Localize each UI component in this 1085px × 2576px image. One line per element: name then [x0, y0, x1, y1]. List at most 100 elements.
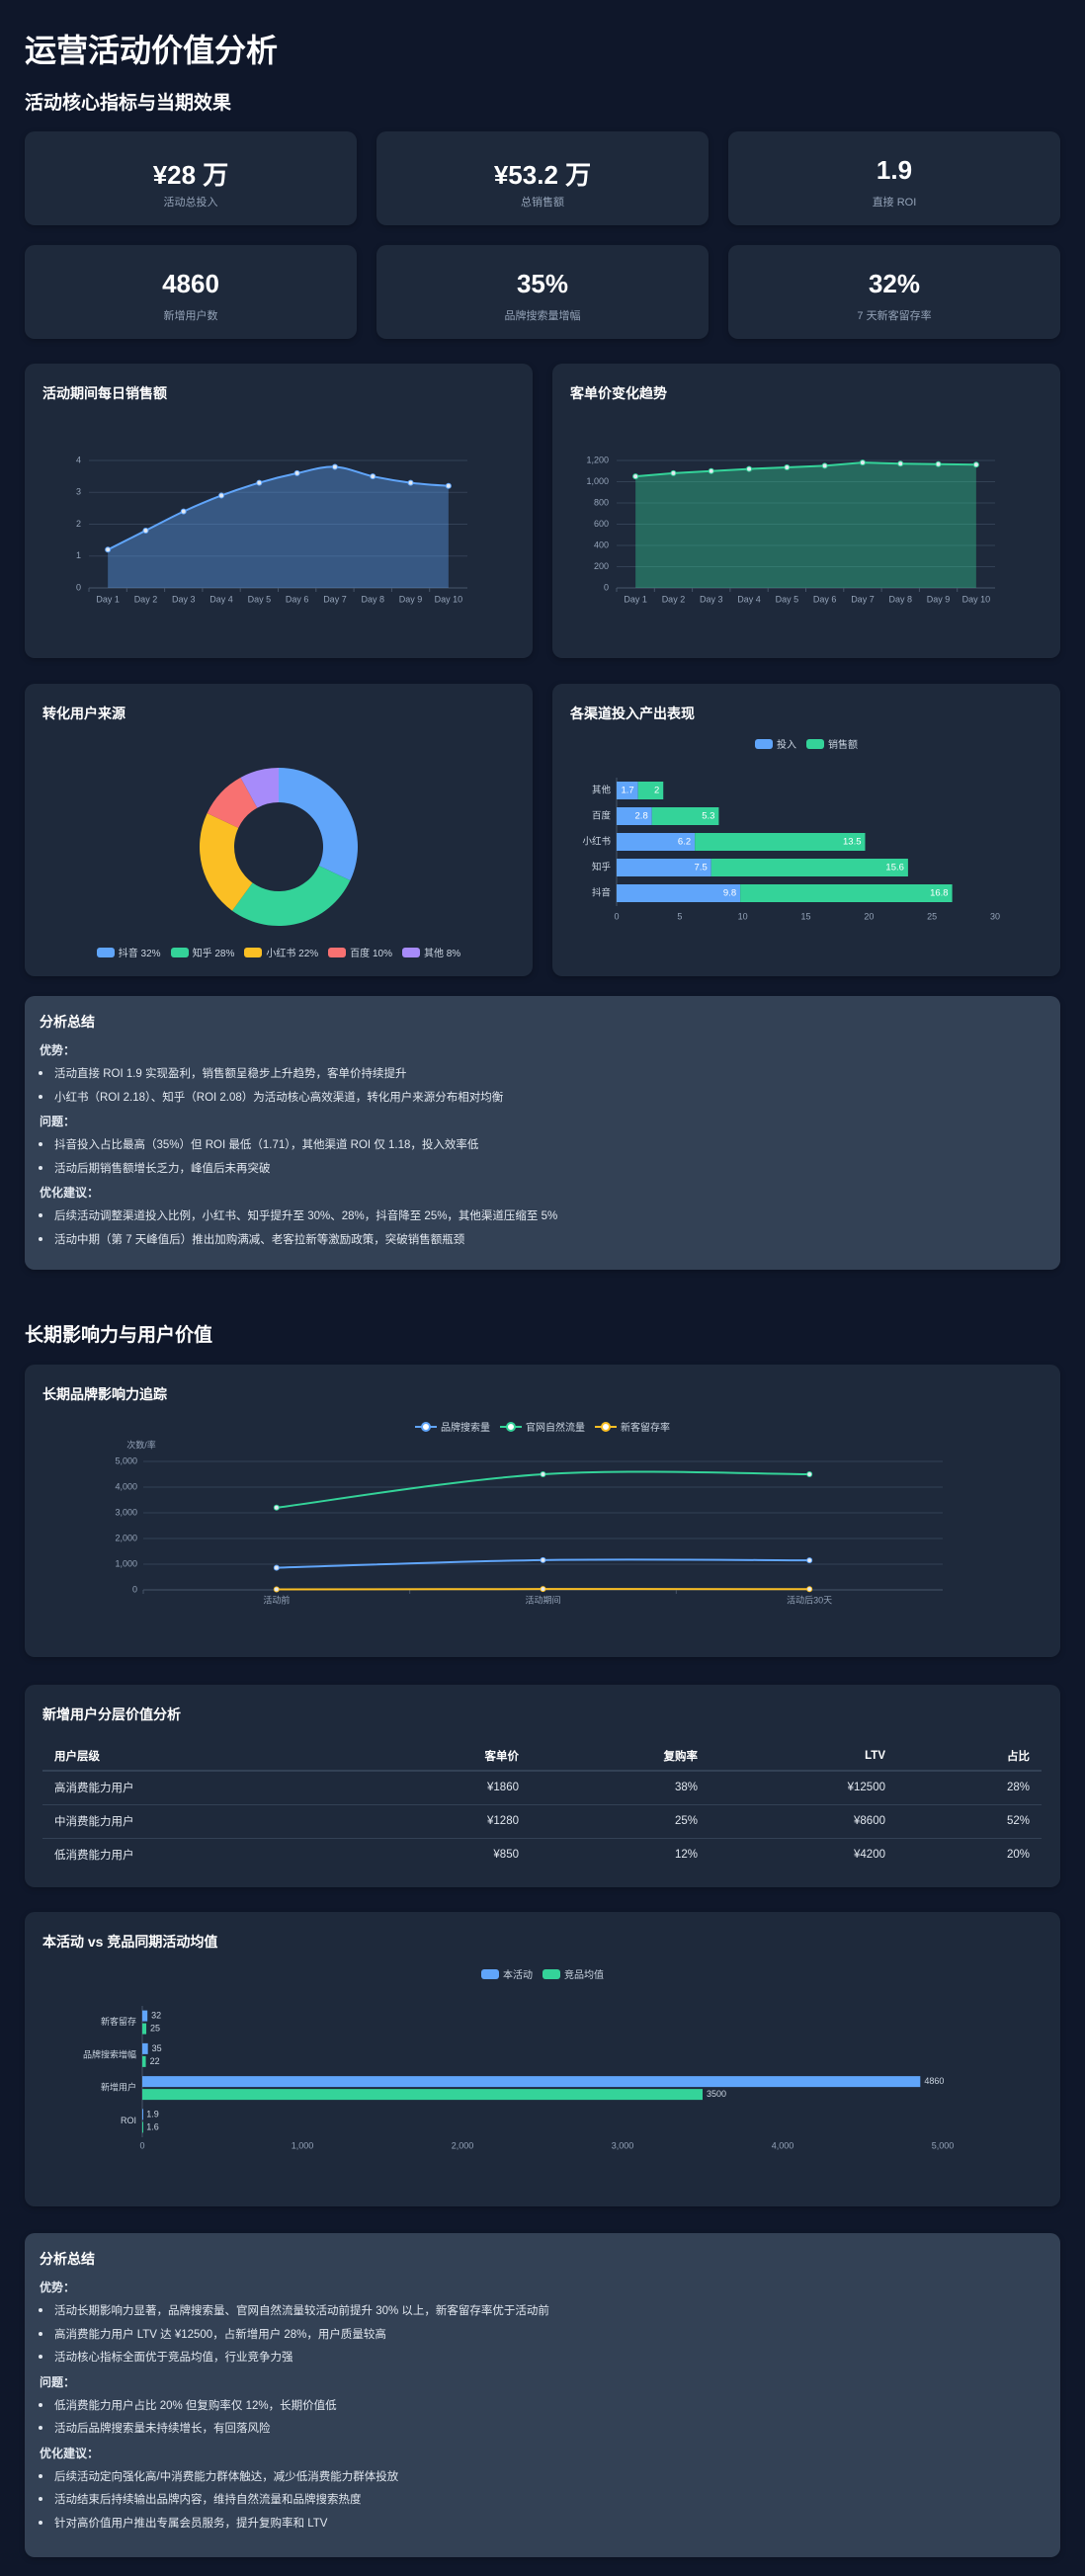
summary-bullet: 后续活动定向强化高/中消费能力群体触达，减少低消费能力群体投放 — [38, 2468, 398, 2484]
kpi-label: 7 天新客留存率 — [857, 310, 932, 322]
y-tick-label: 品牌搜索增幅 — [83, 2048, 136, 2059]
x-tick-label: Day 1 — [624, 594, 647, 604]
bar-value-label: 1.7 — [621, 786, 633, 796]
bar-value-label: 35 — [152, 2043, 162, 2053]
column-header[interactable]: 复购率 — [531, 1741, 709, 1772]
summary-bullet: 针对高价值用户推出专属会员服务，提升复购率和 LTV — [38, 2515, 327, 2531]
bar-value-label: 16.8 — [930, 888, 949, 899]
chart-legend: 抖音 32% 知乎 28% 小红书 22% 百度 10% 其他 8% — [25, 945, 533, 959]
kpi-card: ¥53.2 万总销售额 — [376, 131, 709, 225]
table-row[interactable]: 中消费能力用户 ¥1280 25% ¥8600 52% — [42, 1804, 1042, 1839]
legend-item[interactable]: 抖音 32% — [96, 945, 161, 959]
data-point — [708, 467, 714, 474]
bar-value-label: 1.9 — [146, 2109, 159, 2119]
data-point — [746, 465, 753, 472]
analysis-summary-1: 分析总结 优势： 活动直接 ROI 1.9 实现盈利，销售额呈稳步上升趋势，客单价持… — [25, 996, 1060, 1270]
table-cell: 25% — [531, 1804, 709, 1839]
kpi-label: 活动总投入 — [163, 197, 218, 208]
y-tick-label: 1,200 — [586, 455, 609, 464]
data-point — [273, 1564, 280, 1571]
y-tick-label: 新增用户 — [101, 2082, 136, 2093]
legend-item[interactable]: 竞品均值 — [542, 1966, 604, 1981]
bar-segment — [617, 782, 638, 799]
legend-item[interactable]: 百度 10% — [328, 945, 392, 959]
data-point — [256, 479, 263, 486]
column-header[interactable]: LTV — [709, 1741, 897, 1772]
bar-value-label: 3500 — [707, 2089, 726, 2099]
y-tick-label: 百度 — [592, 810, 612, 822]
x-tick-label: 2,000 — [452, 2140, 474, 2150]
legend-item[interactable]: 本活动 — [481, 1966, 533, 1981]
table-row[interactable]: 低消费能力用户 ¥850 12% ¥4200 20% — [42, 1838, 1042, 1871]
x-tick-label: Day 2 — [662, 594, 686, 604]
page-title: 运营活动价值分析 — [25, 33, 279, 68]
legend-label: 其他 8% — [423, 949, 461, 959]
summary-bullet: 活动后期销售额增长乏力，峰值后未再突破 — [39, 1160, 271, 1176]
column-header[interactable]: 用户层级 — [42, 1741, 376, 1772]
data-point — [540, 1556, 546, 1563]
legend-item[interactable]: 小红书 22% — [244, 945, 318, 959]
data-point — [806, 1557, 813, 1564]
legend-item[interactable]: 其他 8% — [401, 945, 461, 959]
chart-title: 客单价变化趋势 — [570, 385, 667, 401]
data-point — [897, 460, 904, 467]
long-term-line-chart: 次数/率 0 1,000 2,000 3,000 4,000 5,000 活动前 活动期间 活动后… — [115, 1439, 943, 1605]
legend-label: 投入 — [777, 740, 796, 751]
y-tick-label: 4,000 — [115, 1481, 137, 1491]
x-tick-label: Day 10 — [962, 594, 991, 604]
x-tick-label: 0 — [139, 2140, 144, 2150]
data-point — [806, 1471, 813, 1477]
data-point — [105, 546, 112, 553]
y-tick-label: 0 — [76, 582, 81, 592]
kpi-value: ¥28 万 — [152, 160, 229, 190]
table-cell: ¥12500 — [709, 1771, 897, 1805]
legend-swatch — [755, 738, 773, 749]
chart-title: 长期品牌影响力追踪 — [42, 1386, 167, 1402]
y-tick-label: 4 — [76, 455, 81, 464]
aov-trend-chart-card: 客单价变化趋势 0 200 400 600 800 1,000 1,200 Day 1 Day … — [552, 364, 1060, 658]
section-title-long-term: 长期影响力与用户价值 — [25, 1325, 213, 1346]
legend-label: 百度 10% — [350, 949, 392, 959]
x-tick-label: Day 5 — [776, 594, 799, 604]
data-point — [935, 460, 942, 467]
kpi-value: ¥53.2 万 — [493, 160, 592, 190]
column-header[interactable]: 客单价 — [376, 1741, 531, 1772]
summary-bullet: 小红书（ROI 2.18）、知乎（ROI 2.08）为活动核心高效渠道，转化用户… — [38, 1089, 503, 1105]
legend-label: 小红书 22% — [266, 949, 319, 959]
legend-item[interactable]: 品牌搜索量 — [415, 1419, 490, 1434]
kpi-value: 32% — [868, 269, 921, 298]
legend-item[interactable]: 投入 — [755, 736, 796, 751]
y-tick-label: 新客留存 — [101, 2016, 136, 2027]
x-tick-label: 3,000 — [612, 2140, 634, 2150]
legend-swatch — [244, 947, 263, 957]
legend-item[interactable]: 知乎 28% — [170, 945, 234, 959]
kpi-label: 新增用户数 — [163, 310, 218, 322]
data-point — [273, 1586, 280, 1593]
summary-bullet: 活动长期影响力显著，品牌搜索量、官网自然流量较活动前提升 30% 以上，新客留存… — [39, 2302, 549, 2318]
legend-item[interactable]: 新客留存率 — [595, 1419, 670, 1434]
table-row[interactable]: 高消费能力用户 ¥1860 38% ¥12500 28% — [42, 1771, 1042, 1805]
data-point — [142, 527, 149, 534]
x-tick-label: Day 6 — [286, 594, 309, 604]
summary-bullet: 后续活动调整渠道投入比例，小红书、知乎提升至 30%、28%，抖音降至 25%，… — [38, 1207, 557, 1223]
legend-item[interactable]: 销售额 — [806, 736, 858, 751]
user-source-chart-card: 转化用户来源 抖音 32% 知乎 28% 小红书 22% 百度 10% 其他 8% — [25, 684, 533, 976]
legend-item[interactable]: 官网自然流量 — [500, 1419, 585, 1434]
bar — [142, 2076, 921, 2088]
chart-title: 活动期间每日销售额 — [42, 385, 167, 401]
x-tick-label: Day 6 — [813, 594, 837, 604]
x-tick-label: Day 3 — [700, 594, 723, 604]
table-cell: ¥8600 — [709, 1804, 897, 1839]
column-header[interactable]: 占比 — [897, 1741, 1042, 1772]
table-header-row: 用户层级 客单价 复购率 LTV 占比 — [42, 1741, 1042, 1772]
summary-bullet: 活动结束后持续输出品牌内容，维持自然流量和品牌搜索热度 — [39, 2491, 362, 2507]
y-tick-label: 小红书 — [582, 836, 611, 848]
area-fill — [108, 466, 449, 588]
x-tick-label: 活动后30天 — [787, 1594, 832, 1605]
bar-value-label: 2 — [654, 786, 659, 796]
y-tick-label: 5,000 — [115, 1455, 137, 1465]
data-point — [273, 1504, 280, 1511]
kpi-value: 1.9 — [876, 155, 913, 185]
summary-heading: 优势： — [40, 2281, 76, 2294]
data-point — [540, 1586, 546, 1593]
